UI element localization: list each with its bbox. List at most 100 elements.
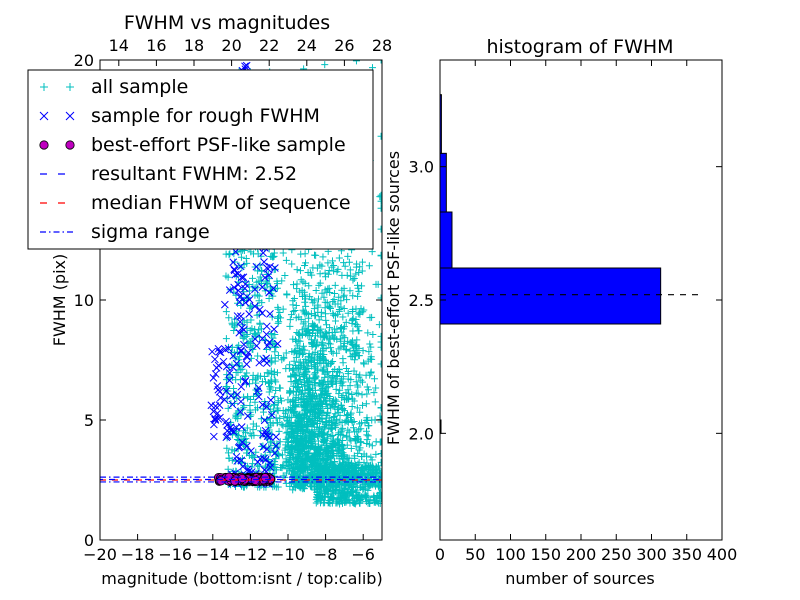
all-sample-point (280, 413, 288, 421)
all-sample-point (225, 251, 233, 259)
all-sample-point (331, 410, 339, 418)
scatter-top-tick-label: 28 (372, 36, 392, 55)
all-sample-point (249, 460, 257, 468)
all-sample-point (315, 359, 323, 367)
all-sample-point (361, 494, 369, 502)
all-sample-point (255, 326, 263, 334)
all-sample-point (317, 495, 325, 503)
all-sample-point (336, 324, 344, 332)
all-sample-point (302, 421, 310, 429)
all-sample-point (362, 498, 370, 506)
all-sample-point (352, 498, 360, 506)
all-sample-point (355, 373, 363, 381)
all-sample-point (282, 407, 290, 415)
all-sample-point (335, 365, 343, 373)
all-sample-point (222, 308, 230, 316)
all-sample-point (342, 365, 350, 373)
all-sample-point (308, 438, 316, 446)
all-sample-point (292, 371, 300, 379)
all-sample-point (307, 310, 315, 318)
all-sample-point (326, 395, 334, 403)
all-sample-point (326, 305, 334, 313)
all-sample-point (352, 489, 360, 497)
legend-label: sample for rough FWHM (91, 105, 320, 127)
all-sample-point (329, 487, 337, 495)
all-sample-point (346, 382, 354, 390)
all-sample-point (287, 373, 295, 381)
all-sample-point (290, 455, 298, 463)
all-sample-point (299, 362, 307, 370)
all-sample-point (312, 287, 320, 295)
all-sample-point (274, 351, 282, 359)
all-sample-point (312, 341, 320, 349)
all-sample-point (320, 431, 328, 439)
all-sample-point (305, 350, 313, 358)
all-sample-point (358, 267, 366, 275)
all-sample-point (330, 325, 338, 333)
all-sample-point (313, 323, 321, 331)
all-sample-point (320, 293, 328, 301)
all-sample-point (343, 441, 351, 449)
all-sample-point (343, 433, 351, 441)
all-sample-point (357, 439, 365, 447)
scatter-x-tick-label: −18 (121, 545, 155, 564)
all-sample-point (244, 393, 252, 401)
all-sample-point (310, 403, 318, 411)
all-sample-point (236, 353, 244, 361)
all-sample-point (339, 313, 347, 321)
all-sample-point (316, 270, 324, 278)
all-sample-point (340, 304, 348, 312)
all-sample-point (245, 280, 253, 288)
all-sample-point (286, 316, 294, 324)
all-sample-point (291, 407, 299, 415)
scatter-x-tick-label: −6 (351, 545, 375, 564)
all-sample-point (282, 462, 290, 470)
all-sample-point (271, 400, 279, 408)
all-sample-point (290, 357, 298, 365)
histogram-x-tick-label: 200 (566, 545, 597, 564)
all-sample-point (300, 308, 308, 316)
all-sample-point (329, 358, 337, 366)
all-sample-point (310, 305, 318, 313)
scatter-top-tick-label: 22 (259, 36, 279, 55)
histogram-x-tick-label: 100 (495, 545, 526, 564)
psf-sample-point (216, 476, 226, 486)
all-sample-point (239, 333, 247, 341)
all-sample-point (296, 387, 304, 395)
all-sample-point (332, 379, 340, 387)
all-sample-point (330, 261, 338, 269)
scatter-y-tick-label: 0 (84, 531, 94, 550)
all-sample-point (276, 414, 284, 422)
all-sample-point (228, 361, 236, 369)
all-sample-point (321, 328, 329, 336)
all-sample-point (366, 314, 374, 322)
all-sample-point (311, 382, 319, 390)
all-sample-point (251, 398, 259, 406)
all-sample-point (320, 345, 328, 353)
all-sample-point (349, 424, 357, 432)
all-sample-point (329, 311, 337, 319)
all-sample-point (343, 412, 351, 420)
all-sample-point (364, 479, 372, 487)
all-sample-point (267, 354, 275, 362)
all-sample-point (377, 204, 382, 212)
histogram-bar (439, 152, 447, 213)
all-sample-point (277, 314, 285, 322)
all-sample-point (347, 272, 355, 280)
all-sample-point (231, 447, 239, 455)
all-sample-point (317, 397, 325, 405)
all-sample-point (276, 309, 284, 317)
all-sample-point (289, 366, 297, 374)
all-sample-point (366, 340, 374, 348)
all-sample-point (347, 479, 355, 487)
all-sample-point (362, 400, 370, 408)
all-sample-point (356, 420, 364, 428)
all-sample-point (320, 474, 328, 482)
all-sample-point (356, 263, 364, 271)
all-sample-point (273, 369, 281, 377)
all-sample-point (324, 455, 332, 463)
all-sample-point (365, 348, 373, 356)
histogram-y-tick-label: 2.0 (409, 424, 434, 443)
all-sample-point (368, 442, 376, 450)
